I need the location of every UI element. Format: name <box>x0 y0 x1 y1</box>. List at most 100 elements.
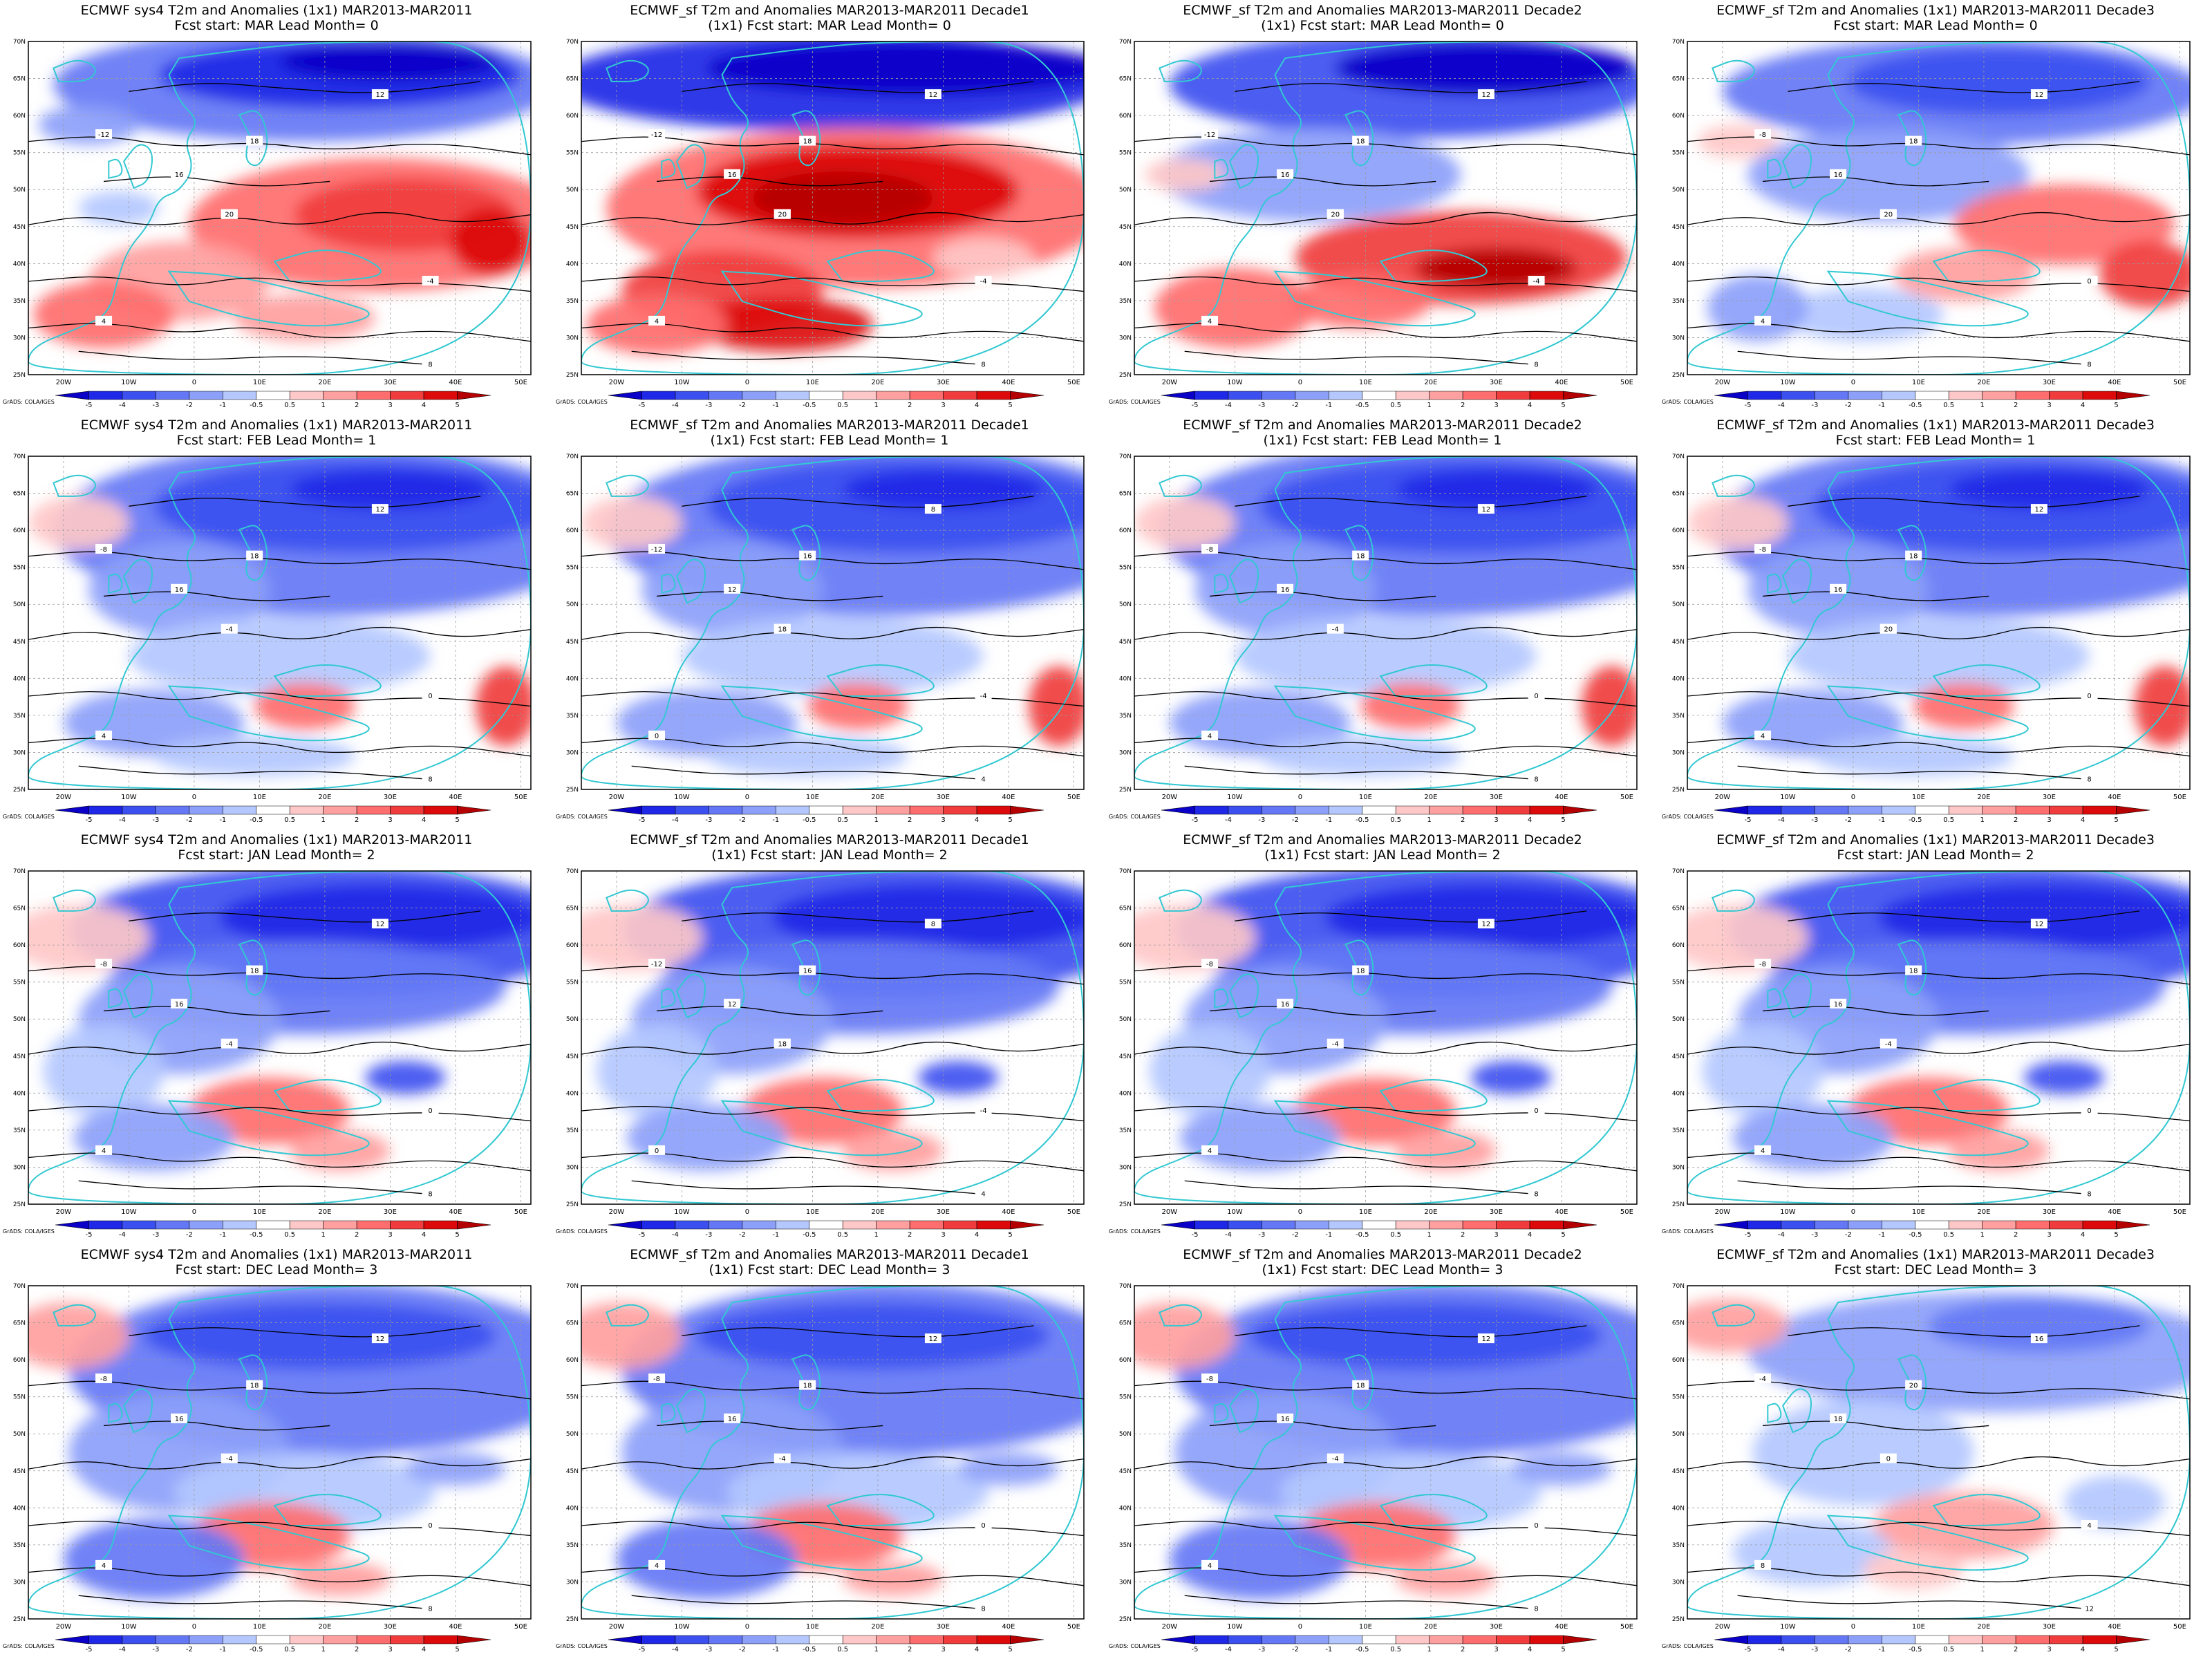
anomaly-shading <box>843 1130 944 1171</box>
colorbar-swatch <box>1915 391 1949 400</box>
anomaly-shading <box>476 666 531 747</box>
anomaly-map: -8-40481216182025N30N35N40N45N50N55N60N6… <box>1662 39 2191 409</box>
lon-tick-label: 20W <box>609 379 625 386</box>
lat-tick-label: 55N <box>1119 565 1132 572</box>
panel-title-line2: (1x1) Fcst start: FEB Lead Month= 1 <box>1263 433 1502 448</box>
contour-label: 12 <box>371 89 388 100</box>
colorbar-label: -0.5 <box>250 402 263 409</box>
contour-label: 0 <box>975 1520 992 1530</box>
svg-text:-8: -8 <box>653 1376 660 1383</box>
colorbar-swatch <box>608 805 642 815</box>
contour-label: 8 <box>2081 359 2098 369</box>
lat-tick-label: 35N <box>566 1542 579 1549</box>
anomaly-shading <box>28 904 149 971</box>
lat-tick-label: 30N <box>566 1164 579 1171</box>
svg-text:20: 20 <box>778 212 787 219</box>
colorbar-swatch <box>223 1635 257 1644</box>
panel-title-line2: Fcst start: MAR Lead Month= 0 <box>1833 18 2038 33</box>
colorbar-swatch <box>88 391 123 400</box>
map-frame <box>1134 41 1638 375</box>
colorbar-label: 3 <box>1494 1646 1498 1653</box>
anomaly-shading <box>807 682 908 730</box>
colorbar-swatch <box>423 1635 458 1644</box>
lat-tick-label: 60N <box>1672 942 1685 949</box>
colorbar-label: -4 <box>672 402 679 409</box>
anomaly-shading <box>1747 128 2030 222</box>
coastlines <box>581 871 1084 1204</box>
grads-credit: GrADS: COLA/IGES <box>556 1643 608 1649</box>
lat-tick-label: 60N <box>1119 942 1132 949</box>
anomaly-shading <box>1396 1562 1497 1596</box>
svg-text:8: 8 <box>981 362 985 369</box>
graticule <box>1687 456 2190 789</box>
lon-tick-label: 40E <box>1555 1623 1568 1631</box>
colorbar-swatch <box>876 1635 910 1644</box>
contour-label: -4 <box>774 1453 791 1463</box>
anomaly-map: -40481216182025N30N35N40N45N50N55N60N65N… <box>1662 1283 2191 1653</box>
anomaly-shading <box>1752 1398 1974 1506</box>
colorbar-label: -2 <box>739 1231 746 1239</box>
colorbar-swatch <box>289 391 324 400</box>
colorbar-label: -0.5 <box>250 1231 263 1239</box>
anomaly-shading <box>1949 469 2150 510</box>
anomaly-shading <box>1878 884 2190 951</box>
anomaly-shading <box>1687 904 1808 971</box>
colorbar-swatch <box>1747 805 1782 815</box>
panel-title-line2: (1x1) Fcst start: FEB Lead Month= 1 <box>710 433 949 448</box>
lon-tick-label: 30E <box>384 379 397 386</box>
panel-title-line2: (1x1) Fcst start: MAR Lead Month= 0 <box>708 18 951 33</box>
map-frame <box>1687 870 2191 1205</box>
contour-label: 12 <box>2030 89 2047 100</box>
lat-tick-label: 35N <box>1672 298 1685 305</box>
contour-label: 16 <box>1277 583 1294 594</box>
lat-tick-label: 45N <box>13 1053 26 1060</box>
svg-text:0: 0 <box>2087 1107 2091 1115</box>
lat-tick-label: 25N <box>1672 1201 1685 1208</box>
colorbar-label: -2 <box>1845 1646 1852 1653</box>
svg-text:8: 8 <box>1534 362 1538 369</box>
colorbar-swatch <box>675 1220 709 1230</box>
lat-tick-label: 30N <box>1672 749 1685 756</box>
contour-label: 0 <box>422 691 439 701</box>
svg-text:12: 12 <box>2085 1606 2094 1613</box>
colorbar-label: 0.5 <box>1943 816 1954 824</box>
colorbar-label: 3 <box>2047 816 2051 824</box>
contour-label: 8 <box>975 1603 992 1613</box>
lat-tick-label: 40N <box>13 675 26 682</box>
isotherms <box>28 910 531 1195</box>
colorbar-label: 4 <box>975 402 979 409</box>
lon-tick-label: 0 <box>745 1623 749 1631</box>
svg-text:8: 8 <box>428 1606 432 1613</box>
colorbar-label: 0.5 <box>1390 1231 1401 1239</box>
colorbar-swatch <box>976 1635 1011 1644</box>
colorbar: -5 -4 -3 -2 -1 -0.5 0.5 1 2 3 4 5 <box>1161 805 1597 824</box>
colorbar-label: -3 <box>152 1231 159 1239</box>
lat-tick-label: 40N <box>566 1090 579 1097</box>
svg-text:0: 0 <box>1534 693 1538 700</box>
contour-label: 18 <box>1830 1413 1847 1423</box>
svg-text:18: 18 <box>803 138 812 146</box>
grads-credit: GrADS: COLA/IGES <box>3 1643 55 1649</box>
lat-tick-label: 40N <box>566 675 579 682</box>
colorbar: -5 -4 -3 -2 -1 -0.5 0.5 1 2 3 4 5 <box>1161 1220 1597 1239</box>
colorbar-swatch <box>1948 1220 1983 1230</box>
colorbar-label: 5 <box>2114 1231 2118 1239</box>
colorbar-swatch <box>1362 1220 1396 1230</box>
colorbar-swatch <box>1295 391 1329 400</box>
colorbar-swatch <box>122 805 156 815</box>
colorbar-swatch <box>742 1635 776 1644</box>
lat-tick-label: 40N <box>13 261 26 268</box>
contour-label: 16 <box>799 550 816 561</box>
lon-tick-label: 20W <box>56 794 72 801</box>
colorbar-label: -5 <box>1191 816 1198 824</box>
colorbar: -5 -4 -3 -2 -1 -0.5 0.5 1 2 3 4 5 <box>1714 1635 2150 1653</box>
svg-text:16: 16 <box>1281 1416 1290 1423</box>
colorbar-label: 4 <box>2081 1231 2085 1239</box>
colorbar-label: 3 <box>1494 1231 1498 1239</box>
lat-tick-label: 40N <box>566 261 579 268</box>
panel-title: ECMWF_sf T2m and Anomalies MAR2013-MAR20… <box>553 418 1106 448</box>
lat-tick-label: 55N <box>1119 1394 1132 1401</box>
coastlines <box>581 41 1084 375</box>
grads-credit: GrADS: COLA/IGES <box>1109 1228 1161 1235</box>
panel-title: ECMWF_sf T2m and Anomalies MAR2013-MAR20… <box>553 1247 1106 1277</box>
